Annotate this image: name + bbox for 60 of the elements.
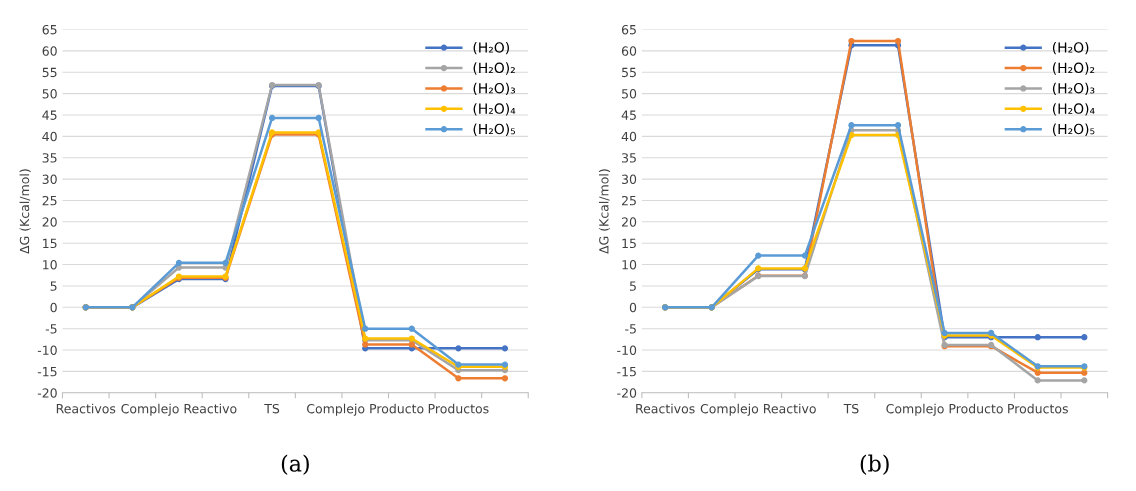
y-tick-label: -15 (37, 367, 57, 377)
y-tick-label: 20 (42, 217, 57, 227)
x-tick-label: TS (264, 403, 280, 414)
x-tick-label: Reactivos (636, 403, 695, 414)
y-tick-label: 50 (42, 89, 57, 99)
legend-label: (H₂O)₅ (1052, 123, 1095, 136)
y-tick-label: 60 (621, 46, 637, 56)
y-tick-label: -10 (617, 345, 637, 355)
y-tick-label: -20 (617, 388, 637, 398)
y-tick-label: 65 (621, 24, 636, 35)
y-tick-label: 35 (622, 153, 636, 163)
legend-label: (H₂O)₃ (1052, 82, 1095, 96)
y-tick-label: 5 (629, 281, 636, 291)
x-tick-label: Productos (428, 403, 489, 414)
legend-label: (H₂O)₅ (473, 123, 516, 136)
y-tick-label: -15 (617, 367, 636, 377)
y-tick-label: -10 (37, 345, 57, 355)
x-tick-label: Productos (1008, 403, 1068, 414)
y-tick-label: -5 (625, 324, 636, 334)
y-tick-label: 40 (42, 131, 57, 142)
y-tick-label: 45 (42, 110, 57, 120)
y-tick-label: 15 (43, 238, 57, 249)
y-tick-label: 60 (42, 46, 57, 56)
y-tick-label: 0 (50, 302, 57, 313)
y-tick-label: 20 (621, 217, 637, 227)
legend-label: (H₂O)₄ (473, 103, 516, 116)
y-tick-label: 25 (621, 195, 636, 206)
y-tick-label: 55 (42, 67, 57, 78)
x-tick-label: Complejo Producto (307, 403, 424, 416)
x-tick-label: Complejo Reactivo (700, 403, 816, 416)
legend-label: (H₂O)₃ (473, 82, 516, 96)
legend-label: (H₂O)₂ (1052, 62, 1095, 75)
y-axis-title: ΔG (Kcal/mol) (19, 169, 31, 254)
text: (a) (281, 454, 309, 475)
y-tick-label: 25 (42, 195, 57, 206)
legend-label: (H₂O) (1052, 41, 1089, 55)
y-tick-label: 0 (629, 302, 637, 313)
y-tick-label: 45 (621, 110, 636, 120)
y-tick-label: 65 (42, 24, 57, 35)
legend-label: (H₂O)₄ (1052, 103, 1095, 116)
y-tick-label: 10 (43, 260, 57, 270)
y-tick-label: 50 (622, 89, 637, 99)
x-tick-label: Complejo Reactivo (121, 403, 237, 416)
y-tick-label: 30 (622, 174, 637, 184)
y-tick-label: 15 (622, 238, 636, 249)
y-tick-label: 5 (50, 281, 57, 291)
y-tick-label: -20 (37, 388, 57, 398)
x-tick-label: TS (843, 403, 859, 414)
x-tick-label: Complejo Producto (886, 403, 1003, 416)
legend-label: (H₂O) (473, 41, 509, 55)
y-tick-label: 10 (622, 260, 637, 270)
text: (b) (860, 454, 889, 475)
x-tick-label: Reactivos (56, 403, 116, 414)
y-tick-label: 35 (42, 153, 57, 163)
legend-label: (H₂O)₂ (473, 62, 515, 75)
y-tick-label: 40 (621, 131, 637, 142)
y-tick-label: 30 (42, 174, 57, 184)
y-tick-label: -5 (45, 324, 57, 334)
y-tick-label: 55 (622, 67, 636, 78)
y-axis-title: ΔG (Kcal/mol) (598, 169, 611, 254)
